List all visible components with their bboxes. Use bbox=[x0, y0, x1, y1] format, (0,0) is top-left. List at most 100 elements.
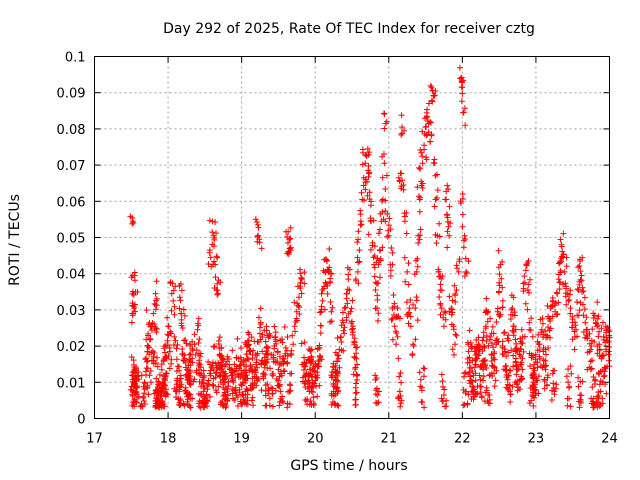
data-point bbox=[145, 343, 152, 350]
data-point bbox=[444, 182, 451, 189]
data-point bbox=[234, 335, 241, 342]
data-point bbox=[558, 258, 565, 265]
data-point bbox=[566, 296, 573, 303]
data-point bbox=[491, 356, 498, 363]
data-point bbox=[319, 286, 326, 293]
data-point bbox=[485, 342, 492, 349]
data-point bbox=[308, 388, 315, 395]
data-point bbox=[128, 319, 135, 326]
data-point bbox=[470, 372, 477, 379]
data-point bbox=[581, 294, 588, 301]
data-point bbox=[316, 342, 323, 349]
data-point bbox=[545, 324, 552, 331]
data-point bbox=[243, 351, 250, 358]
data-point bbox=[233, 392, 240, 399]
data-point bbox=[216, 334, 223, 341]
data-point bbox=[276, 402, 283, 409]
data-point bbox=[225, 355, 232, 362]
data-point bbox=[591, 339, 598, 346]
data-point bbox=[246, 347, 253, 354]
data-point bbox=[348, 305, 355, 312]
data-point bbox=[168, 360, 175, 367]
data-point bbox=[528, 354, 535, 361]
data-point bbox=[596, 346, 603, 353]
data-point bbox=[500, 366, 507, 373]
data-point bbox=[582, 319, 589, 326]
data-point bbox=[489, 323, 496, 330]
data-point bbox=[286, 245, 293, 252]
data-point bbox=[457, 75, 464, 82]
data-point bbox=[360, 182, 367, 189]
data-point bbox=[541, 363, 548, 370]
data-point bbox=[370, 217, 377, 224]
data-point bbox=[328, 374, 335, 381]
data-point bbox=[599, 400, 606, 407]
data-point bbox=[215, 340, 222, 347]
data-point bbox=[144, 365, 151, 372]
data-point bbox=[251, 380, 258, 387]
data-point bbox=[432, 196, 439, 203]
y-tick-label: 0.06 bbox=[57, 195, 86, 210]
data-point bbox=[129, 392, 136, 399]
data-point bbox=[527, 363, 534, 370]
data-point bbox=[296, 294, 303, 301]
data-point bbox=[372, 376, 379, 383]
data-point bbox=[182, 337, 189, 344]
data-point bbox=[349, 297, 356, 304]
data-point bbox=[397, 369, 404, 376]
data-point bbox=[173, 368, 180, 375]
data-point bbox=[579, 288, 586, 295]
data-point bbox=[465, 258, 472, 265]
data-point bbox=[366, 196, 373, 203]
data-point bbox=[469, 383, 476, 390]
data-point bbox=[437, 273, 444, 280]
data-point bbox=[209, 261, 216, 268]
data-point bbox=[524, 306, 531, 313]
data-point bbox=[507, 398, 514, 405]
data-point bbox=[525, 289, 532, 296]
data-point bbox=[455, 268, 462, 275]
data-point bbox=[413, 297, 420, 304]
data-point bbox=[414, 263, 421, 270]
data-point bbox=[329, 304, 336, 311]
data-point bbox=[180, 357, 187, 364]
data-point bbox=[375, 230, 382, 237]
data-point bbox=[435, 266, 442, 273]
data-point bbox=[373, 259, 380, 266]
data-point bbox=[205, 260, 212, 267]
data-point bbox=[252, 352, 259, 359]
data-point bbox=[317, 309, 324, 316]
axes: 0 0.01 0.02 0.03 0.04 0.05 0.06 0.07 0.08 0.09 0.1… bbox=[57, 51, 618, 447]
x-tick-label: 20 bbox=[307, 432, 324, 447]
data-point bbox=[464, 359, 471, 366]
data-point bbox=[405, 281, 412, 288]
data-point bbox=[354, 254, 361, 261]
data-point bbox=[316, 356, 323, 363]
data-point bbox=[411, 271, 418, 278]
data-point bbox=[172, 337, 179, 344]
data-point bbox=[505, 332, 512, 339]
data-point bbox=[168, 307, 175, 314]
data-point bbox=[272, 336, 279, 343]
data-point bbox=[176, 294, 183, 301]
data-point bbox=[460, 402, 467, 409]
data-point bbox=[129, 310, 136, 317]
data-point bbox=[503, 353, 510, 360]
data-point bbox=[238, 382, 245, 389]
data-point bbox=[461, 272, 468, 279]
data-point bbox=[495, 289, 502, 296]
data-point bbox=[501, 329, 508, 336]
data-point bbox=[535, 390, 542, 397]
data-point bbox=[543, 382, 550, 389]
data-point bbox=[472, 356, 479, 363]
data-point bbox=[339, 309, 346, 316]
data-point bbox=[189, 395, 196, 402]
data-point bbox=[449, 309, 456, 316]
data-point bbox=[430, 93, 437, 100]
data-point bbox=[308, 346, 315, 353]
data-point bbox=[417, 147, 424, 154]
data-point bbox=[444, 244, 451, 251]
data-point bbox=[490, 344, 497, 351]
data-point bbox=[189, 355, 196, 362]
data-point bbox=[168, 290, 175, 297]
